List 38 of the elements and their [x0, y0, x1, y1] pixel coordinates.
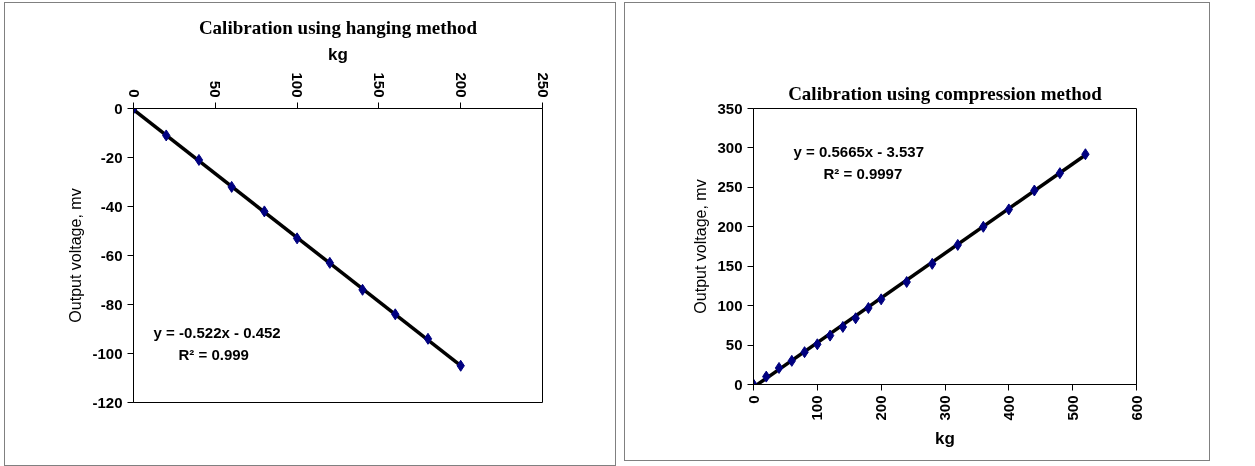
y-tick-label: -60 — [100, 246, 123, 264]
annotation: y = -0.522x - 0.452 — [153, 323, 281, 341]
y-tick-label: -40 — [100, 197, 123, 215]
y-tick-label: 250 — [717, 178, 743, 196]
x-tick-label: 600 — [1127, 395, 1145, 421]
x-axis-title: kg — [328, 45, 348, 65]
x-tick-label: 400 — [999, 395, 1017, 421]
y-tick-label: -100 — [92, 344, 123, 362]
y-tick-label: 0 — [114, 99, 123, 117]
x-tick-label: 250 — [534, 72, 552, 98]
y-tick-label: -120 — [92, 393, 123, 411]
x-tick-label: 150 — [370, 72, 388, 98]
annotation: y = 0.5665x - 3.537 — [793, 142, 925, 160]
x-tick-label: 50 — [207, 80, 225, 98]
y-tick-label: 200 — [717, 217, 743, 235]
annotation: R² = 0.999 — [178, 345, 249, 363]
chart-title: Calibration using compression method — [788, 82, 1103, 104]
y-tick-label: 0 — [734, 375, 743, 393]
y-axis-title: Output voltage, mv — [67, 188, 85, 323]
x-tick-label: 0 — [744, 395, 762, 404]
y-tick-label: 300 — [717, 138, 743, 156]
y-tick-label: 100 — [717, 296, 743, 314]
x-tick-label: 100 — [289, 72, 307, 98]
x-tick-label: 200 — [872, 395, 890, 421]
x-tick-label: 0 — [125, 89, 143, 98]
y-tick-label: -80 — [100, 295, 123, 313]
y-tick-label: 150 — [717, 257, 743, 275]
annotation: R² = 0.9997 — [823, 164, 903, 182]
y-tick-label: 350 — [717, 99, 743, 117]
x-tick-label: 200 — [452, 72, 470, 98]
y-tick-label: -20 — [100, 148, 123, 166]
x-tick-label: 500 — [1063, 395, 1081, 421]
x-tick-label: 300 — [936, 395, 953, 421]
chart-title: Calibration using hanging method — [198, 16, 478, 38]
y-axis-title: Output voltage, mv — [692, 179, 710, 314]
x-axis-title: kg — [935, 428, 955, 448]
y-tick-label: 50 — [725, 336, 743, 354]
x-tick-label: 100 — [808, 395, 826, 421]
